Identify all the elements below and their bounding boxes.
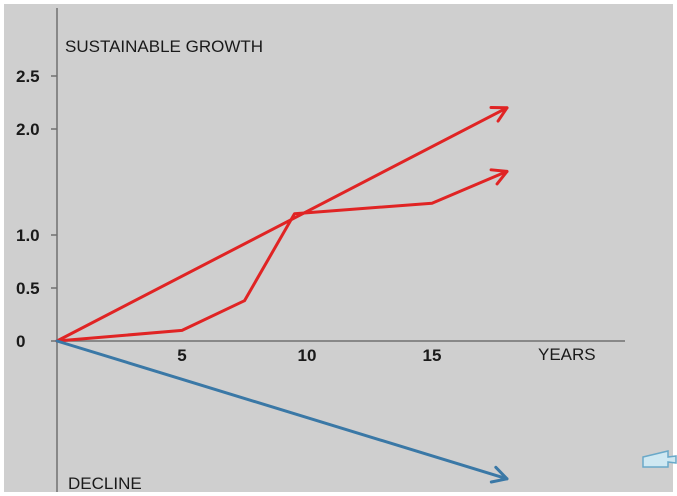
y-tick-label: 2.5 xyxy=(16,67,40,86)
y-tick-label: 0.5 xyxy=(16,279,40,298)
y-tick-label: 0 xyxy=(16,332,25,351)
y-tick-label: 1.0 xyxy=(16,226,40,245)
chart-background xyxy=(4,4,673,492)
x-tick-label: 5 xyxy=(177,346,186,365)
series-arrowhead-1 xyxy=(489,105,509,123)
x-tick-labels: 5 10 15 xyxy=(177,346,441,365)
series-arrowhead-2 xyxy=(489,168,509,186)
series-line-1 xyxy=(55,106,509,343)
y-tick-label: 2.0 xyxy=(16,120,40,139)
series-line-3 xyxy=(55,339,509,481)
x-tick-label: 15 xyxy=(423,346,442,365)
decline-label: DECLINE xyxy=(68,474,142,493)
corner-arrow-icon xyxy=(642,450,677,468)
series-line-2 xyxy=(55,169,509,343)
chart-title: SUSTAINABLE GROWTH xyxy=(65,37,263,56)
y-tick-labels: 0 0.5 1.0 2.0 2.5 xyxy=(16,67,57,351)
series-layer xyxy=(55,105,509,484)
x-tick-label: 10 xyxy=(298,346,317,365)
series-arrowhead-3 xyxy=(489,465,509,484)
x-axis-label: YEARS xyxy=(538,345,596,364)
axes xyxy=(56,8,625,492)
